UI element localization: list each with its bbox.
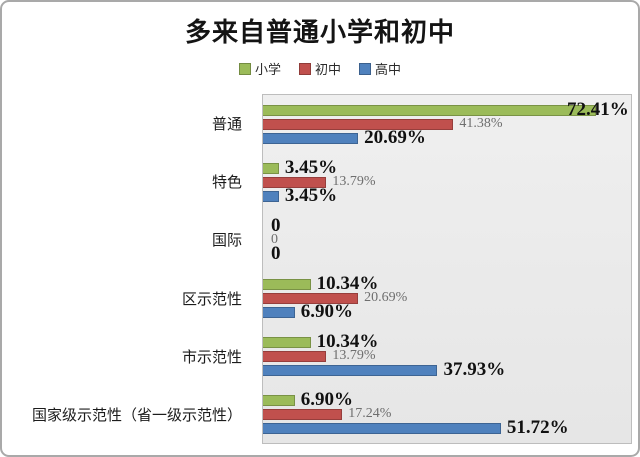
data-label: 3.45% <box>284 185 338 206</box>
data-label: 6.90% <box>300 301 353 322</box>
bar-初中 <box>263 350 327 362</box>
legend-label: 初中 <box>314 62 341 77</box>
legend-item: 小学 <box>238 59 281 78</box>
data-label: 37.93% <box>443 359 506 380</box>
legend-label: 高中 <box>375 62 402 77</box>
data-label: 0 <box>271 232 278 247</box>
data-label: 20.69% <box>364 290 408 305</box>
legend-swatch-icon <box>359 62 371 75</box>
bar-row: 10.34% <box>263 273 631 294</box>
plot-area: 72.41% 41.38% 20.69% 3.45% 13.79% 3.45% 0 0 0 10.… <box>262 94 632 444</box>
bar-row: 10.34% <box>263 331 631 352</box>
bar-小学 <box>263 336 311 348</box>
bar-row: 0 <box>263 215 631 236</box>
bar-group: 72.41% 41.38% 20.69% <box>263 95 631 153</box>
category-label: 国家级示范性（省一级示范性） <box>31 408 242 425</box>
bar-row: 17.24% <box>263 406 631 421</box>
bar-高中 <box>263 190 279 202</box>
legend-swatch-icon <box>298 62 311 75</box>
data-label: 72.41% <box>567 99 629 120</box>
bar-初中 <box>263 176 327 188</box>
bar-小学 <box>263 162 279 174</box>
bar-高中 <box>263 306 295 318</box>
bar-高中 <box>263 132 359 144</box>
bar-group: 10.34% 20.69% 6.90% <box>263 269 631 327</box>
bar-row: 6.90% <box>263 389 631 410</box>
bar-高中 <box>263 422 501 434</box>
bar-row: 13.79% <box>263 348 631 363</box>
data-label: 13.79% <box>332 348 376 363</box>
category-label: 市示范性 <box>181 349 242 366</box>
bar-row: 41.38% <box>263 116 631 131</box>
bar-row: 13.79% <box>263 174 631 189</box>
bar-group: 6.90% 17.24% 51.72% <box>263 385 631 443</box>
legend-item: 初中 <box>298 59 341 78</box>
data-label: 3.45% <box>284 157 338 178</box>
bar-group: 10.34% 13.79% 37.93% <box>263 327 631 385</box>
data-label: 0 <box>271 215 281 236</box>
category-axis: 普通特色国际区示范性市示范性国家级示范性（省一级示范性） <box>2 94 252 444</box>
bar-小学 <box>263 394 295 406</box>
bar-row: 37.93% <box>263 359 631 380</box>
bar-row: 3.45% <box>263 185 631 206</box>
bar-初中 <box>263 408 343 420</box>
bar-row: 0 <box>263 232 631 247</box>
legend: 小学 初中 高中 <box>2 59 638 78</box>
data-label: 6.90% <box>300 389 353 410</box>
data-label: 10.34% <box>316 273 379 294</box>
data-label: 17.24% <box>348 406 392 421</box>
data-label: 10.34% <box>316 331 379 352</box>
bar-row: 20.69% <box>263 290 631 305</box>
bar-row: 20.69% <box>263 127 631 148</box>
category-label: 特色 <box>211 174 242 191</box>
bar-row: 0 <box>263 243 631 264</box>
bar-row: 51.72% <box>263 417 631 438</box>
bar-高中 <box>263 364 438 376</box>
bar-初中 <box>263 118 454 130</box>
legend-label: 小学 <box>254 62 281 77</box>
bar-group: 3.45% 13.79% 3.45% <box>263 153 631 211</box>
category-label: 区示范性 <box>181 291 242 308</box>
category-label: 普通 <box>211 116 242 133</box>
data-label: 20.69% <box>364 127 426 148</box>
chart-title: 多来自普通小学和初中 <box>184 18 455 47</box>
data-label: 51.72% <box>506 417 569 438</box>
bar-初中 <box>263 292 359 304</box>
data-label: 41.38% <box>459 116 503 131</box>
bar-小学 <box>263 104 597 116</box>
category-label: 国际 <box>211 233 242 250</box>
legend-swatch-icon <box>238 62 251 75</box>
bar-row: 72.41% <box>263 99 631 120</box>
bar-row: 6.90% <box>263 301 631 322</box>
data-label: 13.79% <box>332 174 376 189</box>
legend-item: 高中 <box>359 59 401 78</box>
bar-row: 3.45% <box>263 157 631 178</box>
data-label: 0 <box>271 243 281 264</box>
bar-小学 <box>263 278 311 290</box>
